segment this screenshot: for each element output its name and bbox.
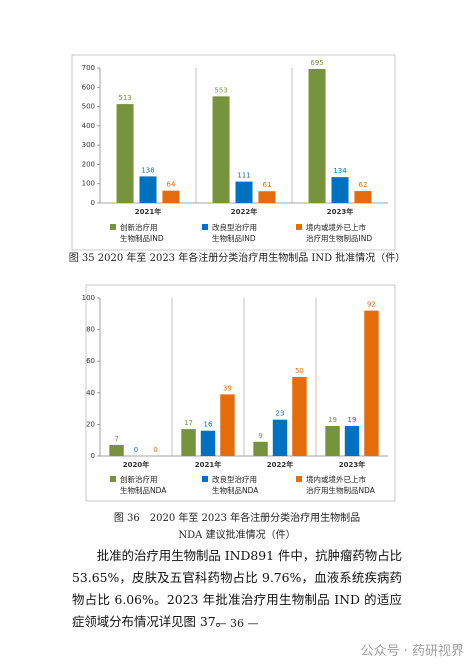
legend-swatch: [110, 476, 116, 482]
legend-entry: 改良型治疗用 生物制品IND: [202, 222, 257, 244]
legend-entry: 境内或境外已上市 治疗用生物制品IND: [296, 222, 373, 244]
legend-entry: 改良型治疗用 生物制品NDA: [202, 474, 259, 496]
legend-label: 创新治疗用 生物制品NDA: [120, 475, 167, 495]
y-tick-label: 700: [82, 64, 95, 72]
legend-label: 创新治疗用 生物制品IND: [120, 223, 164, 243]
page-number: — 36 —: [215, 617, 259, 630]
y-tick-label: 0: [91, 199, 95, 207]
bar: [308, 68, 326, 203]
data-label: 0: [153, 446, 157, 454]
bar: [220, 394, 235, 456]
legend-swatch: [296, 224, 302, 230]
legend-swatch: [202, 476, 208, 482]
figure-caption: 图 35 2020 年至 2023 年各注册分类治疗用生物制品 IND 批准情况…: [68, 253, 406, 264]
y-tick-label: 600: [82, 83, 95, 91]
data-label: 64: [166, 181, 175, 189]
bar: [181, 429, 196, 456]
data-label: 19: [328, 416, 337, 424]
data-label: 92: [367, 301, 376, 309]
data-label: 7: [114, 435, 118, 443]
y-tick-label: 100: [82, 294, 95, 302]
y-tick-label: 20: [86, 420, 95, 428]
data-label: 553: [214, 86, 227, 94]
data-label: 50: [295, 367, 304, 375]
data-label: 17: [184, 419, 193, 427]
bar: [116, 104, 134, 203]
data-label: 62: [358, 181, 367, 189]
legend-entry: 创新治疗用 生物制品IND: [110, 222, 164, 244]
y-tick-label: 500: [82, 103, 95, 111]
bar: [331, 177, 349, 203]
y-tick-label: 100: [82, 180, 95, 188]
legend-entry: 创新治疗用 生物制品NDA: [110, 474, 167, 496]
y-tick-label: 40: [86, 389, 95, 397]
x-tick-label: 2021年: [135, 207, 161, 216]
bar: [344, 425, 360, 456]
legend-label: 境内或境外已上市 治疗用生物制品IND: [306, 223, 373, 243]
data-label: 0: [134, 446, 138, 454]
data-label: 138: [141, 166, 154, 174]
legend-swatch: [110, 224, 116, 230]
x-tick-label: 2022年: [231, 207, 257, 216]
bar: [235, 181, 253, 203]
data-label: 61: [262, 181, 271, 189]
data-label: 19: [348, 416, 357, 424]
data-label: 513: [118, 94, 131, 102]
y-tick-label: 400: [82, 122, 95, 130]
x-tick-label: 2023年: [339, 460, 365, 469]
watermark: 公众号 · 药研视界: [360, 644, 464, 659]
x-tick-label: 2022年: [267, 460, 293, 469]
data-label: 111: [237, 172, 250, 180]
data-label: 695: [310, 59, 323, 67]
y-tick-label: 80: [86, 326, 95, 334]
bar: [162, 190, 180, 203]
y-tick-label: 60: [86, 357, 95, 365]
legend-entry: 境内或境外已上市 治疗用生物制品NDA: [296, 474, 375, 496]
data-label: 23: [276, 410, 285, 418]
bar: [253, 441, 268, 456]
chart-frame: [85, 284, 396, 502]
x-tick-label: 2023年: [327, 207, 353, 216]
legend-swatch: [296, 476, 302, 482]
body-paragraph: 批准的治疗用生物制品 IND891 件中，抗肿瘤药物占比 53.65%，皮肤及五…: [72, 548, 402, 629]
bar: [200, 430, 216, 456]
chart-frame: [71, 54, 396, 251]
bar: [109, 444, 124, 456]
legend-swatch: [202, 224, 208, 230]
legend-label: 境内或境外已上市 治疗用生物制品NDA: [306, 475, 375, 495]
bar: [272, 419, 288, 456]
data-label: 39: [223, 384, 232, 392]
x-tick-label: 2021年: [195, 460, 221, 469]
bar: [325, 425, 340, 456]
data-label: 134: [333, 167, 347, 175]
data-label: 9: [258, 432, 262, 440]
bar: [212, 96, 230, 203]
y-tick-label: 300: [82, 141, 95, 149]
legend-label: 改良型治疗用 生物制品NDA: [212, 475, 259, 495]
y-tick-label: 0: [91, 452, 95, 460]
bar: [139, 176, 157, 203]
legend-label: 改良型治疗用 生物制品IND: [212, 223, 257, 243]
bar: [258, 191, 276, 203]
x-tick-label: 2020年: [123, 460, 149, 469]
bar: [364, 310, 379, 456]
y-tick-label: 200: [82, 160, 95, 168]
figure-caption: 图 36 2020 年至 2023 年各注册分类治疗用生物制品 NDA 建议批准…: [113, 513, 361, 541]
bar: [354, 191, 372, 203]
data-label: 16: [204, 421, 213, 429]
bar: [292, 377, 307, 456]
